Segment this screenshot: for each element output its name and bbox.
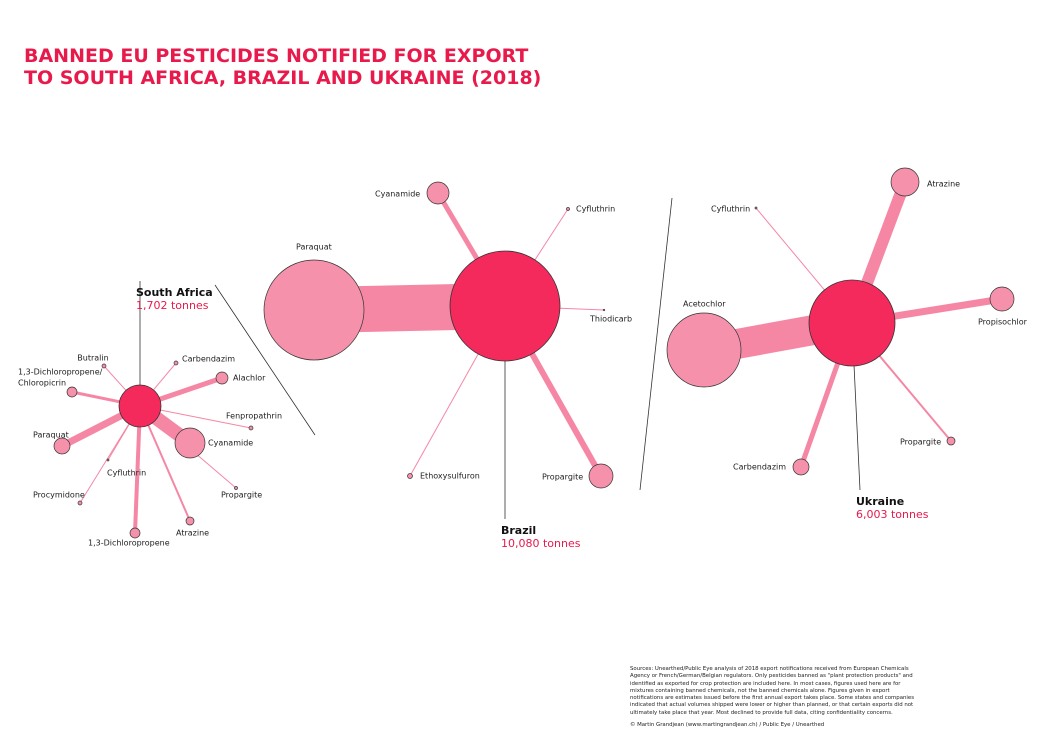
pesticide-node: [129, 527, 141, 539]
credit: © Martin Grandjean (www.martingrandjean.…: [630, 722, 825, 729]
pesticide-node: [77, 500, 83, 506]
pesticide-node: [566, 207, 570, 211]
pesticide-label: Paraquat: [33, 431, 69, 440]
country-name: Brazil: [501, 524, 536, 537]
pesticide-node: [407, 473, 413, 479]
pesticide-node: [666, 312, 742, 388]
pesticide-label: 1,3-Dichloropropene/: [18, 368, 103, 377]
pesticide-label: Cyanamide: [208, 439, 253, 448]
pesticide-label: Cyfluthrin: [107, 469, 146, 478]
pesticide-node: [106, 458, 110, 462]
pesticide-label: Atrazine: [927, 180, 960, 189]
country-name: Ukraine: [856, 495, 904, 508]
pesticide-node: [173, 360, 179, 366]
pesticide-node: [215, 371, 229, 385]
pesticide-label: Thiodicarb: [589, 315, 632, 324]
pesticide-node: [185, 516, 195, 526]
pesticide-node: [602, 308, 606, 312]
divider: [214, 284, 316, 436]
pesticide-label: Cyanamide: [375, 190, 420, 199]
pesticide-node: [174, 427, 206, 459]
country-hub: [449, 250, 561, 362]
pesticide-label: Alachlor: [233, 374, 266, 383]
country-total: 1,702 tonnes: [136, 299, 209, 312]
pesticide-label: Carbendazim: [182, 355, 235, 364]
pesticide-label: Cyfluthrin: [711, 205, 750, 214]
pesticide-node: [53, 437, 71, 455]
pesticide-node: [101, 363, 107, 369]
pesticide-label: Propargite: [221, 491, 262, 500]
pesticide-label: 1,3-Dichloropropene: [88, 539, 170, 548]
title-line: TO SOUTH AFRICA, BRAZIL AND UKRAINE (201…: [24, 67, 541, 89]
divider: [639, 197, 673, 491]
pesticide-node: [234, 486, 238, 490]
pesticide-label: Propargite: [542, 473, 583, 482]
pesticide-label: Carbendazim: [733, 463, 786, 472]
notes: Sources: Unearthed/Public Eye analysis o…: [630, 666, 920, 734]
pesticide-node: [248, 425, 254, 431]
pesticide-node: [263, 259, 365, 361]
pesticide-node: [426, 181, 450, 205]
country-hub: [808, 279, 896, 367]
pesticide-label: Procymidone: [33, 491, 85, 500]
pesticide-label: Ethoxysulfuron: [420, 472, 480, 481]
pesticide-label: Atrazine: [176, 529, 209, 538]
pesticide-node: [890, 167, 920, 197]
country-hub: [118, 384, 162, 428]
pesticide-node: [792, 458, 810, 476]
pesticide-node: [754, 206, 758, 210]
pesticide-label: Acetochlor: [683, 300, 726, 309]
pesticide-label: Cyfluthrin: [576, 205, 615, 214]
pesticide-label: Chloropicrin: [18, 379, 66, 388]
sources: Sources: Unearthed/Public Eye analysis o…: [630, 666, 915, 716]
pesticide-label: Paraquat: [296, 243, 332, 252]
country-name: South Africa: [136, 286, 213, 299]
pesticide-node: [66, 386, 78, 398]
pesticide-node: [588, 463, 614, 489]
networks: Butralin 1,3-Dichloropropene/Chloropicrin…: [18, 167, 1028, 550]
pesticide-label: Fenpropathrin: [226, 412, 282, 421]
pesticide-label: Propargite: [900, 438, 941, 447]
pesticide-node: [989, 286, 1015, 312]
pesticide-label: Butralin: [77, 354, 108, 363]
pesticide-label: Propisochlor: [978, 318, 1028, 327]
title-line: BANNED EU PESTICIDES NOTIFIED FOR EXPORT: [24, 45, 528, 67]
country-total: 6,003 tonnes: [856, 508, 929, 521]
pesticide-node: [946, 436, 956, 446]
country-total: 10,080 tonnes: [501, 537, 581, 550]
